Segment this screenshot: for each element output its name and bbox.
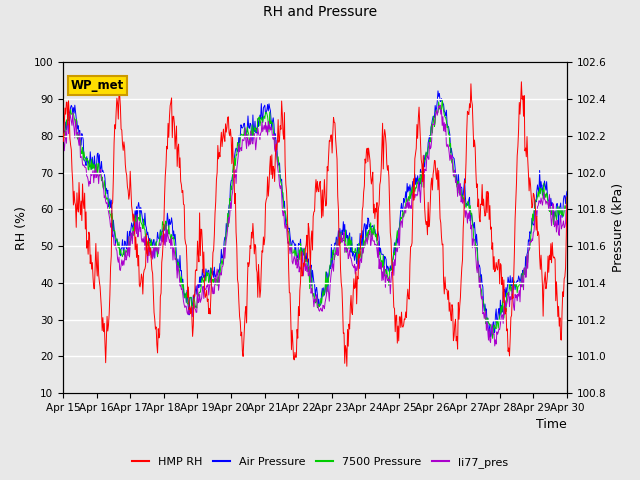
X-axis label: Time: Time — [536, 419, 567, 432]
Y-axis label: Pressure (kPa): Pressure (kPa) — [612, 183, 625, 272]
Text: RH and Pressure: RH and Pressure — [263, 5, 377, 19]
Y-axis label: RH (%): RH (%) — [15, 206, 28, 250]
Text: WP_met: WP_met — [70, 79, 124, 92]
Legend: HMP RH, Air Pressure, 7500 Pressure, li77_pres: HMP RH, Air Pressure, 7500 Pressure, li7… — [127, 452, 513, 472]
